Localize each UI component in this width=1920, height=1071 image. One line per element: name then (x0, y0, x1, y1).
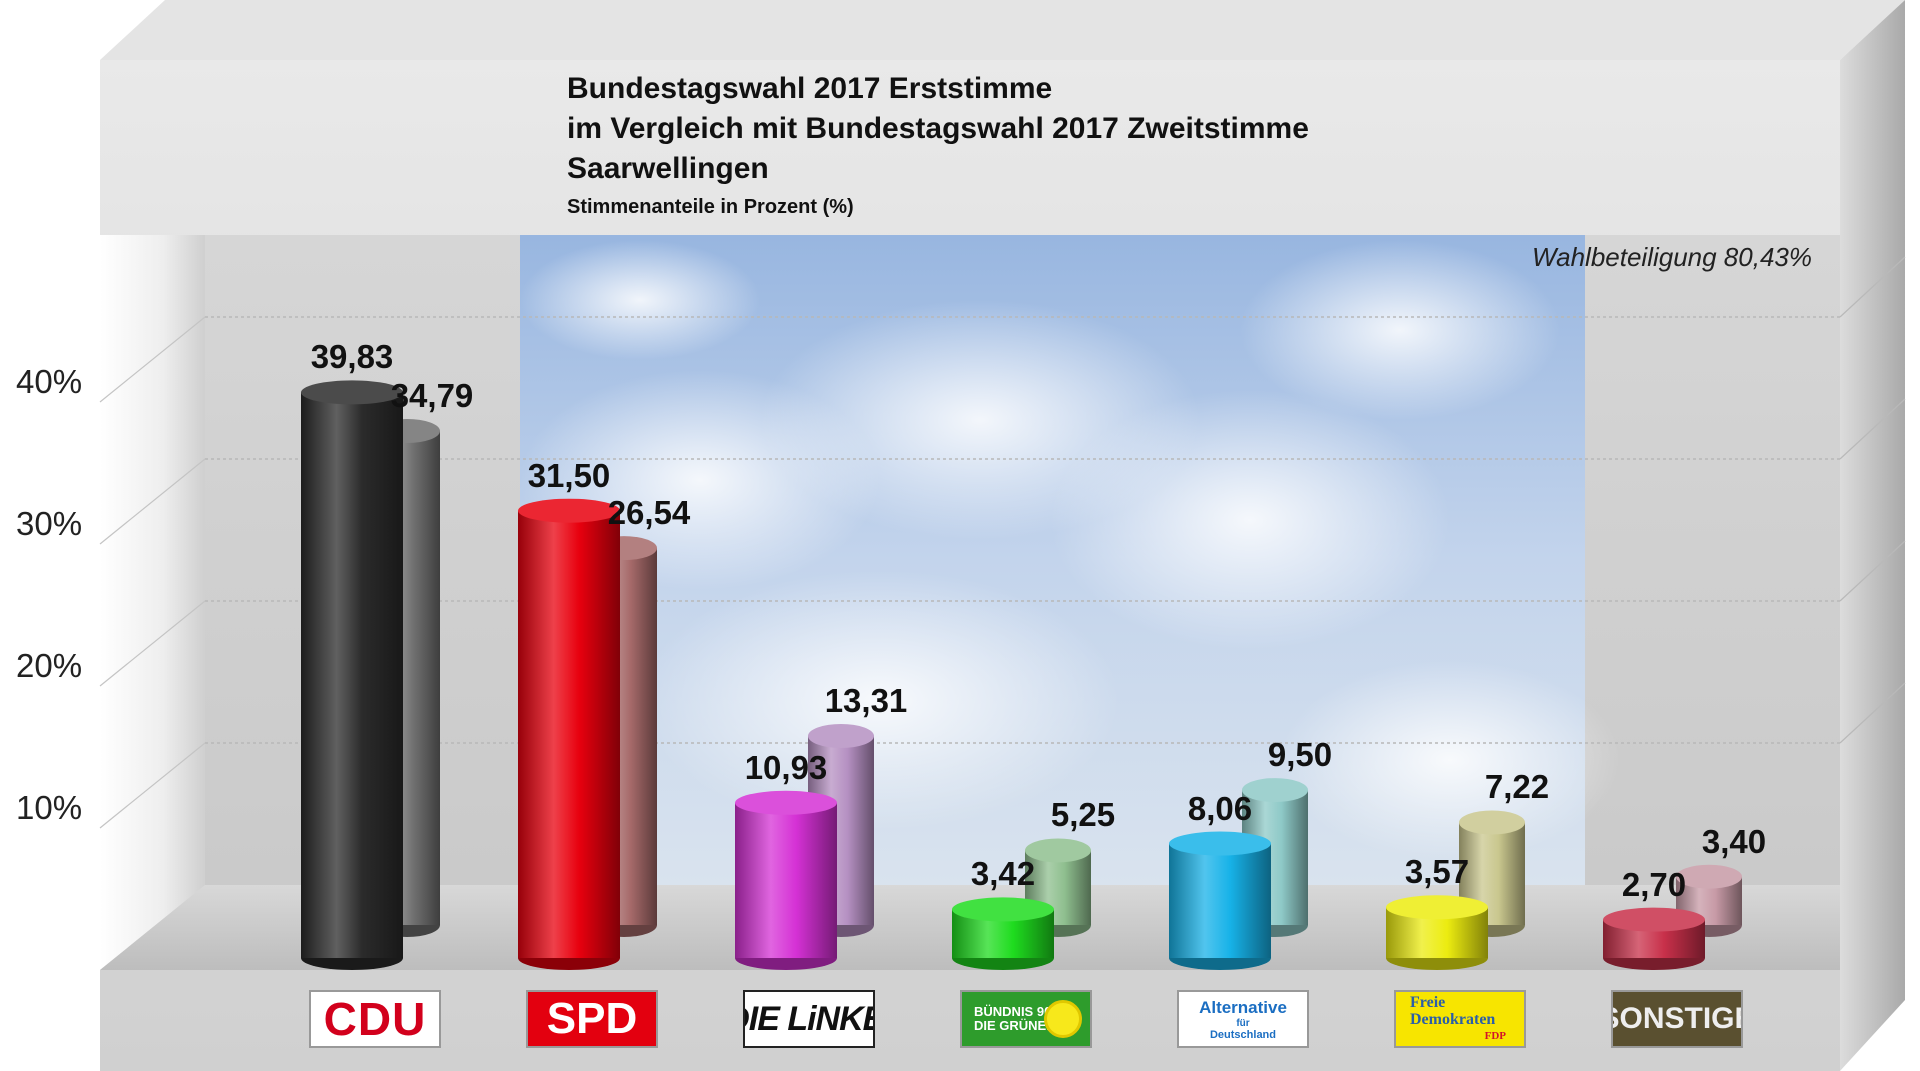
data-label-erststimme: 2,70 (1621, 865, 1687, 903)
data-label-erststimme: 3,42 (970, 855, 1036, 893)
gridline-side (99, 600, 206, 687)
logo-afd: Alternative für Deutschland (1177, 990, 1309, 1048)
logo-cdu: CDU (309, 990, 441, 1048)
data-label-zweitstimme: 26,54 (607, 494, 691, 532)
logo-spd: SPD (526, 990, 658, 1048)
logo-afd-line1: Alternative (1199, 997, 1287, 1017)
bar-erststimme (518, 498, 620, 970)
logo-linke-text: DIE LiNKE. (745, 999, 873, 1038)
logo-sonstige: SONSTIGE (1611, 990, 1743, 1048)
gridline-right (1839, 398, 1906, 460)
bar-erststimme (1603, 907, 1705, 970)
frame-right-side (1840, 0, 1905, 1071)
gridline-right (1839, 256, 1906, 318)
logo-fdp-line1: Freie (1410, 993, 1446, 1011)
bar-erststimme (1386, 895, 1488, 970)
logo-fdp-line2: Demokraten (1410, 1010, 1496, 1028)
gridline-side (99, 316, 206, 403)
data-label-zweitstimme: 9,50 (1267, 736, 1333, 774)
data-label-zweitstimme: 7,22 (1484, 768, 1550, 806)
bar-erststimme (735, 790, 837, 970)
data-label-erststimme: 10,93 (744, 748, 828, 786)
data-label-erststimme: 31,50 (527, 456, 611, 494)
logo-afd-line3: Deutschland (1209, 1028, 1276, 1041)
bar-erststimme (1169, 831, 1271, 970)
data-label-zweitstimme: 5,25 (1050, 796, 1116, 834)
chart-ylabel: Stimmenanteile in Prozent (%) (567, 196, 854, 218)
logo-sonstige-text: SONSTIGE (1613, 1002, 1741, 1035)
gridline-right (1839, 540, 1906, 602)
gridline-side (99, 742, 206, 829)
data-label-zweitstimme: 34,79 (390, 376, 474, 414)
chart-subtitle: im Vergleich mit Bundestagswahl 2017 Zwe… (567, 112, 1309, 145)
logo-gruene: BÜNDNIS 90 DIE GRÜNEN (960, 990, 1092, 1048)
y-tick-label: 20% (16, 647, 83, 684)
chart-location: Saarwellingen (567, 152, 769, 185)
y-tick-label: 30% (16, 505, 83, 542)
chart-title: Bundestagswahl 2017 Erststimme (567, 72, 1053, 105)
gridline-side (99, 458, 206, 545)
bar-erststimme (301, 380, 403, 970)
logo-spd-text: SPD (546, 994, 638, 1043)
data-label-zweitstimme: 13,31 (824, 681, 908, 719)
gridline-right (1839, 682, 1906, 744)
data-label-erststimme: 8,06 (1187, 789, 1253, 827)
bar-erststimme (952, 897, 1054, 970)
y-tick-label: 10% (16, 789, 83, 826)
data-label-erststimme: 39,83 (310, 338, 394, 376)
y-tick-label: 40% (16, 363, 83, 400)
frame-top (100, 0, 1905, 60)
data-label-erststimme: 3,57 (1404, 853, 1470, 891)
logo-gruene-line1: BÜNDNIS 90 (974, 1004, 1052, 1019)
data-label-zweitstimme: 3,40 (1701, 822, 1767, 860)
sky-background (520, 235, 1620, 885)
bars (301, 380, 1742, 970)
logo-cdu-text: CDU (323, 993, 427, 1045)
sunflower-icon (1044, 1000, 1082, 1038)
logo-fdp: Freie Demokraten FDP (1394, 990, 1526, 1048)
turnout-annotation: Wahlbeteiligung 80,43% (1532, 242, 1812, 272)
logo-gruene-line2: DIE GRÜNEN (974, 1018, 1056, 1033)
gridlines (99, 256, 1906, 829)
logo-fdp-line3: FDP (1484, 1029, 1506, 1042)
left-side-wall (100, 235, 205, 970)
logo-afd-line2: für (1236, 1017, 1250, 1029)
logo-die-linke: DIE LiNKE. (743, 990, 875, 1048)
